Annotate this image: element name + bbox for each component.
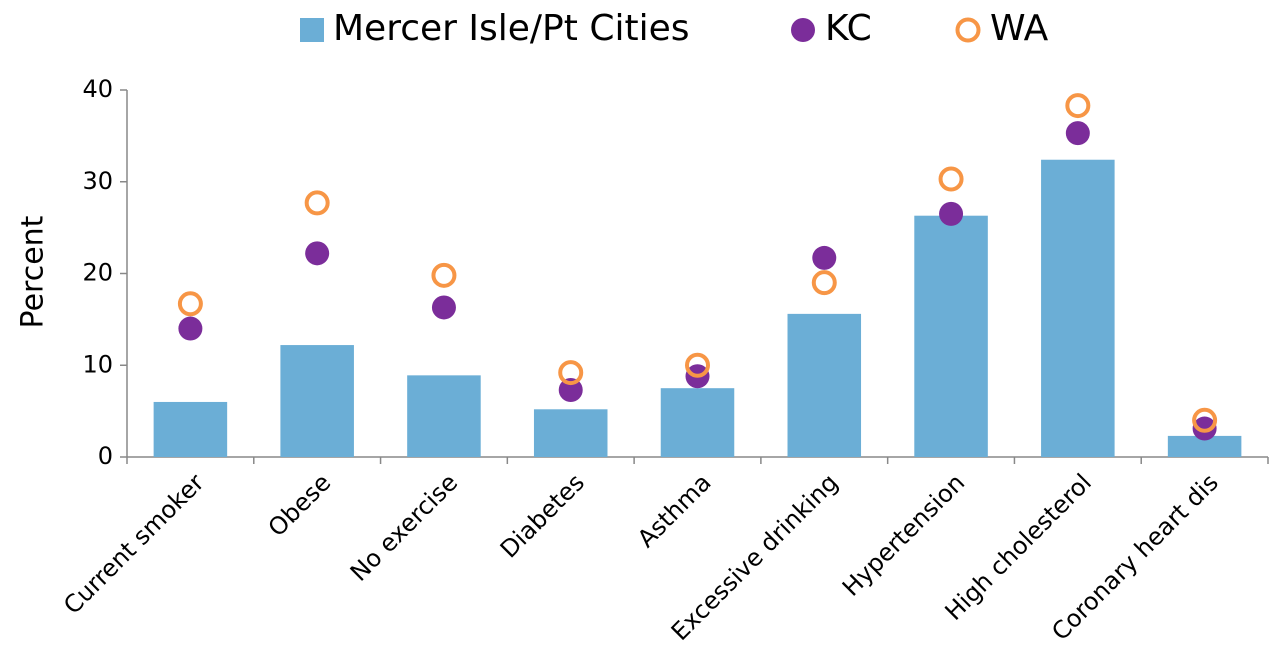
bar: [787, 313, 862, 457]
dot: [1192, 416, 1217, 441]
legend-label: Mercer Isle/Pt Cities: [333, 8, 689, 49]
ring: [558, 360, 584, 386]
x-tick-label: Hypertension: [837, 468, 970, 601]
legend-label: KC: [825, 8, 872, 49]
dot: [812, 245, 837, 270]
x-tick-label: Current smoker: [58, 468, 209, 619]
ring: [938, 166, 964, 192]
y-tick-label: 20: [82, 259, 113, 287]
dot: [431, 295, 456, 320]
ring: [685, 352, 710, 378]
x-tick-label: Obese: [263, 468, 337, 542]
ring: [1192, 407, 1218, 433]
dot: [305, 241, 330, 266]
x-tick-label: No exercise: [345, 468, 463, 586]
x-tick-label: Asthma: [632, 468, 717, 553]
ring: [1065, 93, 1091, 119]
legend-swatch: [791, 18, 815, 42]
dot: [939, 201, 964, 226]
y-tick-label: 30: [82, 167, 113, 195]
bar: [533, 409, 608, 457]
bar: [407, 375, 481, 457]
bar: [1167, 435, 1242, 457]
ring: [811, 270, 837, 296]
bar: [1041, 159, 1115, 458]
x-tick-label: Diabetes: [495, 468, 590, 563]
bar: [914, 215, 988, 457]
y-tick-label: 40: [82, 75, 113, 103]
legend-swatch: [300, 18, 324, 42]
ring: [177, 291, 203, 317]
y-tick-label: 0: [98, 442, 113, 470]
bar: [153, 401, 228, 457]
legend-label: WA: [990, 8, 1049, 49]
bar: [660, 388, 735, 457]
ring: [431, 262, 457, 288]
y-tick-label: 10: [82, 350, 113, 378]
bar: [280, 345, 354, 457]
y-axis-label: Percent: [16, 215, 51, 328]
ring: [304, 190, 330, 216]
dot: [1065, 121, 1090, 146]
dot: [558, 378, 583, 403]
dot: [178, 316, 203, 341]
legend-swatch: [955, 17, 981, 43]
